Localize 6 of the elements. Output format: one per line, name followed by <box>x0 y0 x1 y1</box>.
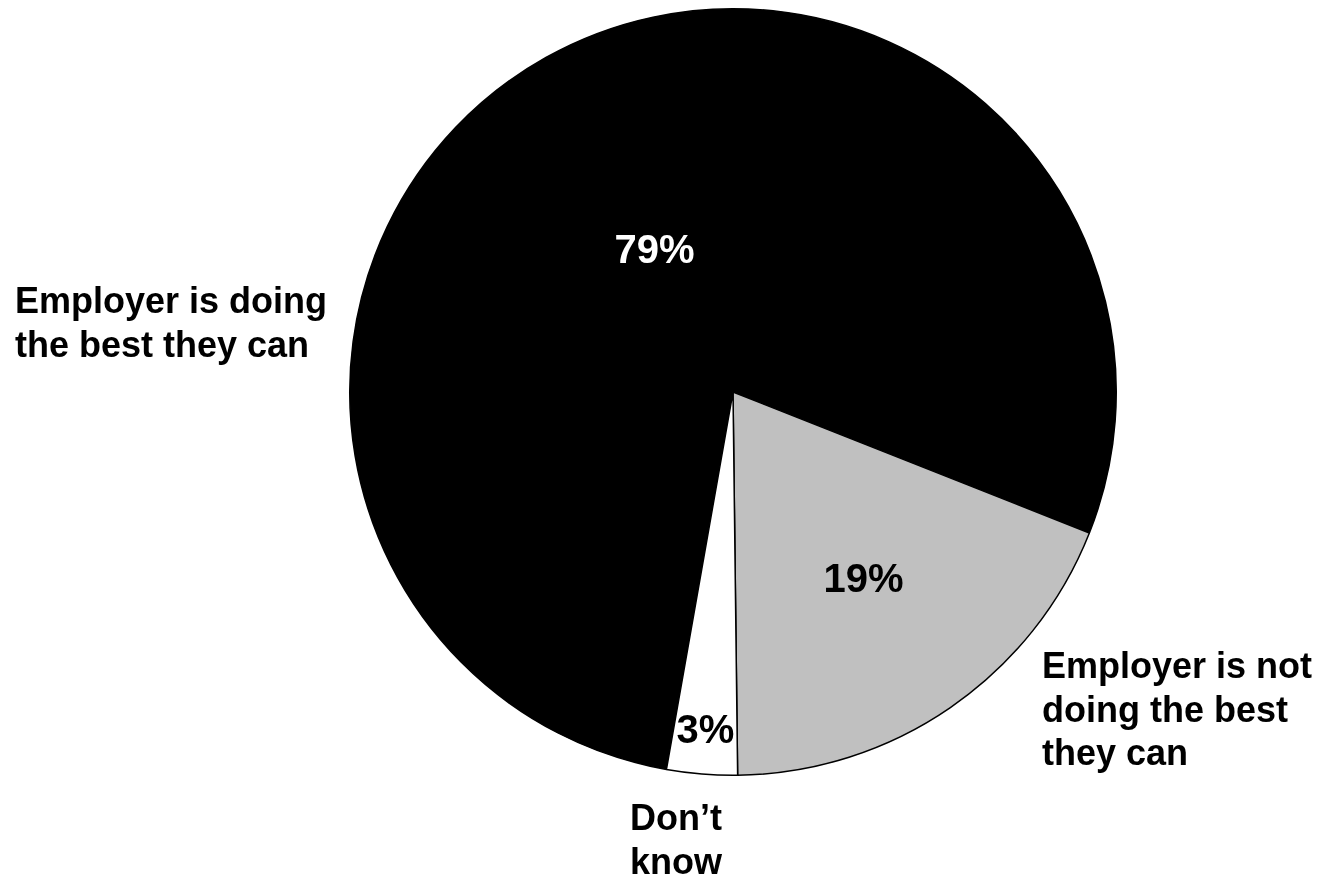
slice-label: Don’t know <box>629 797 723 878</box>
slice-label: Employer is not doing the best they can <box>1042 645 1313 773</box>
data-label: 79% <box>614 226 695 271</box>
data-label: 3% <box>676 707 735 751</box>
data-label: 19% <box>823 556 904 601</box>
slice-label: Employer is doing the best they can <box>15 280 328 365</box>
